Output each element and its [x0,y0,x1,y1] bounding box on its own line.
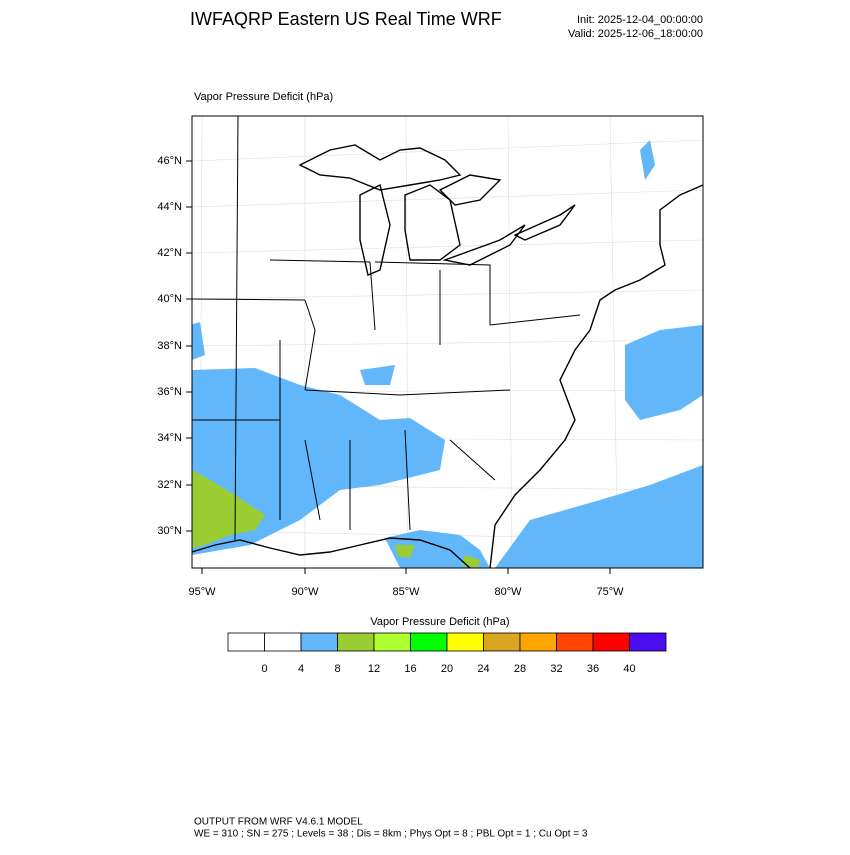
lat-label: 30°N [157,525,182,537]
title: IWFAQRP Eastern US Real Time WRF [190,9,502,29]
lat-label: 34°N [157,432,182,444]
init-time: Init: 2025-12-04_00:00:00 [577,14,703,26]
colorbar-label: 32 [550,663,562,675]
map-frame [191,115,704,569]
colorbar-box [592,632,630,652]
colorbar-box [446,632,484,652]
lon-label: 75°W [596,586,624,598]
colorbar-box [337,632,375,652]
colorbar-box [629,632,667,652]
colorbar-label: 36 [587,663,599,675]
colorbar-box [300,632,338,652]
map-area [192,116,703,568]
colorbar-box [519,632,557,652]
colorbar-label: 0 [261,663,267,675]
lon-label: 90°W [291,586,319,598]
valid-time: Valid: 2025-12-06_18:00:00 [568,28,703,40]
lat-label: 38°N [157,340,182,352]
colorbar-label: 40 [623,663,635,675]
colorbar-box [373,632,411,652]
colorbar-box [227,632,265,652]
lat-label: 32°N [157,479,182,491]
colorbar-label: 24 [477,663,489,675]
map-subtitle: Vapor Pressure Deficit (hPa) [194,91,333,103]
colorbar-box [556,632,594,652]
lat-label: 36°N [157,386,182,398]
footer-line: WE = 310 ; SN = 275 ; Levels = 38 ; Dis … [194,829,588,840]
colorbar-box [264,632,302,652]
lon-label: 80°W [494,586,522,598]
lat-label: 42°N [157,247,182,259]
colorbar: 0 4 8 12 16 20 24 28 32 36 40 [227,632,667,675]
colorbar-box [483,632,521,652]
colorbar-box [410,632,448,652]
lat-label: 40°N [157,293,182,305]
colorbar-label: 8 [334,663,340,675]
lat-label: 46°N [157,155,182,167]
lon-label: 85°W [392,586,420,598]
colorbar-title: Vapor Pressure Deficit (hPa) [370,616,509,628]
colorbar-label: 28 [514,663,526,675]
colorbar-label: 16 [404,663,416,675]
lat-label: 44°N [157,201,182,213]
colorbar-label: 20 [441,663,453,675]
colorbar-label: 4 [298,663,304,675]
colorbar-label: 12 [368,663,380,675]
lon-label: 95°W [188,586,216,598]
footer-line: OUTPUT FROM WRF V4.6.1 MODEL [194,817,363,828]
